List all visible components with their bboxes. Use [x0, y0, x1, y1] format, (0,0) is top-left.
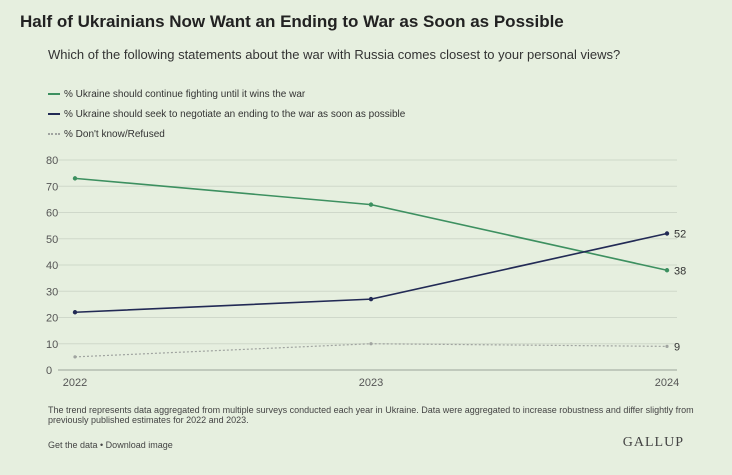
y-tick-label: 0 — [46, 365, 52, 377]
y-tick-label: 80 — [46, 155, 58, 167]
y-tick-label: 30 — [46, 286, 58, 298]
legend-swatch-continue-fighting — [48, 93, 60, 95]
legend: % Ukraine should continue fighting until… — [48, 84, 405, 144]
footnote: The trend represents data aggregated fro… — [48, 405, 694, 425]
chart-title: Half of Ukrainians Now Want an Ending to… — [20, 12, 564, 31]
x-tick-label: 2024 — [655, 377, 679, 389]
end-data-label: 52 — [674, 229, 686, 241]
series-line-2 — [74, 343, 668, 358]
series-0-point — [72, 176, 78, 181]
y-tick-label: 70 — [46, 181, 58, 193]
legend-label-continue-fighting: % Ukraine should continue fighting until… — [64, 88, 306, 100]
legend-item-dont-know: % Don't know/Refused — [48, 124, 405, 144]
end-data-label: 9 — [674, 341, 680, 353]
series-2-point — [665, 344, 669, 348]
line-chart: 0 10 20 30 40 50 60 70 80 2022 2023 2024 38 52 9 — [46, 155, 686, 389]
legend-label-negotiate: % Ukraine should seek to negotiate an en… — [64, 108, 406, 120]
y-tick-label: 10 — [46, 339, 58, 351]
y-tick-label: 60 — [46, 208, 58, 220]
series-0-point — [368, 202, 374, 207]
series-line-0 — [74, 177, 668, 272]
y-tick-label: 40 — [46, 260, 58, 272]
data-links[interactable]: Get the data • Download image — [48, 440, 173, 450]
x-tick-label: 2023 — [359, 377, 383, 389]
gallup-logo: GALLUP — [622, 435, 684, 450]
legend-item-continue-fighting: % Ukraine should continue fighting until… — [48, 84, 405, 104]
legend-swatch-negotiate — [48, 113, 60, 115]
legend-item-negotiate: % Ukraine should seek to negotiate an en… — [48, 104, 405, 124]
series-0-point — [664, 268, 670, 273]
chart-subtitle: Which of the following statements about … — [48, 47, 621, 62]
series-1-point — [664, 231, 670, 236]
series-2-point — [73, 355, 77, 359]
end-data-label: 38 — [674, 265, 686, 277]
x-tick-label: 2022 — [63, 377, 87, 389]
legend-label-dont-know: % Don't know/Refused — [64, 128, 165, 140]
series-1-point — [72, 310, 78, 315]
y-tick-label: 50 — [46, 234, 58, 246]
legend-swatch-dont-know — [48, 133, 60, 135]
y-tick-label: 20 — [46, 313, 58, 325]
series-2-point — [369, 342, 373, 346]
series-1-point — [368, 296, 374, 302]
